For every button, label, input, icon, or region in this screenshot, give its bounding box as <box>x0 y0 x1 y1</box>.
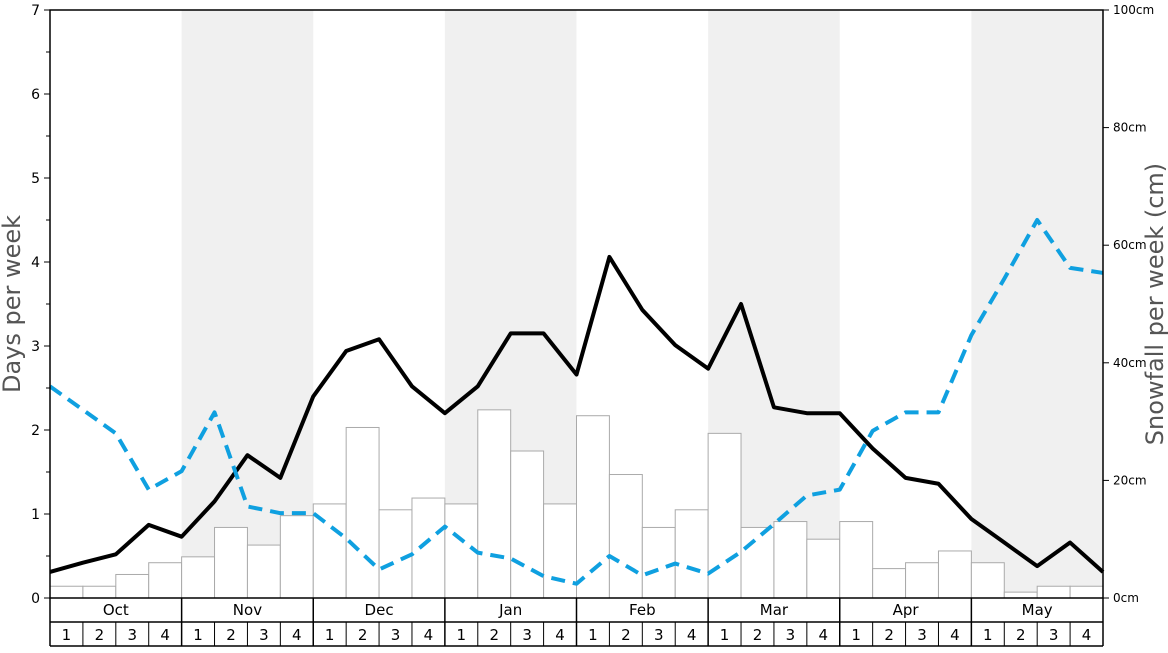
snowfall-bar-2 <box>82 585 117 599</box>
y-tick-label-left-2: 2 <box>31 423 40 439</box>
axes-group <box>44 9 1109 647</box>
dashed-line-series <box>48 218 1104 586</box>
snowfall-bar-29 <box>970 562 1005 599</box>
snowfall-bar-21 <box>707 432 742 599</box>
y-tick-label-right-80: 80cm <box>1113 121 1147 135</box>
y-tick-label-right-40: 40cm <box>1113 356 1147 370</box>
week-label-nov-3: 3 <box>259 626 269 644</box>
week-label-feb-1: 1 <box>588 626 598 644</box>
month-shade-may <box>971 10 1103 598</box>
month-label-apr: Apr <box>893 601 920 619</box>
y-tick-label-left-6: 6 <box>31 87 40 103</box>
week-label-oct-2: 2 <box>95 626 105 644</box>
y-tick-label-right-60: 60cm <box>1113 238 1147 252</box>
snowfall-bar-28 <box>937 550 972 599</box>
snowfall-bar-16 <box>543 503 577 599</box>
week-label-jan-3: 3 <box>522 626 532 644</box>
week-label-may-1: 1 <box>983 626 993 644</box>
snowfall-bar-13 <box>444 503 479 599</box>
week-label-mar-1: 1 <box>720 626 730 644</box>
y-tick-label-right-100: 100cm <box>1113 3 1154 17</box>
snowfall-bar-23 <box>773 521 808 599</box>
snowfall-bar-30 <box>1003 591 1038 599</box>
snowfall-bar-6 <box>214 526 248 599</box>
week-label-dec-4: 4 <box>424 626 434 644</box>
week-label-jan-4: 4 <box>555 626 565 644</box>
snowfall-bar-8 <box>279 515 314 599</box>
snowfall-bar-32 <box>1069 585 1104 599</box>
week-label-apr-2: 2 <box>884 626 894 644</box>
y-axis-title-right: Snowfall per week (cm) <box>1141 163 1168 445</box>
week-label-apr-3: 3 <box>917 626 927 644</box>
week-label-jan-1: 1 <box>457 626 467 644</box>
month-label-may: May <box>1022 601 1053 619</box>
week-label-dec-2: 2 <box>358 626 368 644</box>
month-label-oct: Oct <box>103 601 129 619</box>
week-label-nov-4: 4 <box>292 626 302 644</box>
y-tick-label-left-1: 1 <box>31 507 40 523</box>
week-label-dec-3: 3 <box>391 626 401 644</box>
solid-line-series <box>49 254 1105 574</box>
week-label-mar-2: 2 <box>753 626 763 644</box>
month-label-jan: Jan <box>498 601 522 619</box>
snowfall-bar-3 <box>115 573 150 599</box>
snowfall-bar-25 <box>839 521 874 599</box>
week-label-oct-3: 3 <box>127 626 137 644</box>
week-label-apr-1: 1 <box>851 626 861 644</box>
month-label-feb: Feb <box>629 601 656 619</box>
snowfall-bar-19 <box>641 526 676 599</box>
week-label-feb-4: 4 <box>687 626 697 644</box>
labels-group: 0 1 2 3 4 5 6 7 0cm 20cm 40cm 60cm 80cm 100cm Oct 1 2 3 4 N… <box>31 3 1154 644</box>
week-label-dec-1: 1 <box>325 626 335 644</box>
snowfall-bar-26 <box>872 568 907 599</box>
y-axis-title-left: Days per week <box>0 215 26 393</box>
snowfall-bar-31 <box>1036 585 1071 599</box>
snowfall-bar-12 <box>411 497 446 599</box>
lines-group <box>48 218 1105 586</box>
month-shade-nov <box>181 10 314 598</box>
snowfall-bar-4 <box>148 562 183 599</box>
snowfall-bar-1 <box>49 585 84 599</box>
snowfall-bar-5 <box>181 556 216 599</box>
snowfall-bar-24 <box>806 538 841 599</box>
week-label-oct-4: 4 <box>160 626 170 644</box>
week-label-nov-1: 1 <box>193 626 203 644</box>
week-label-may-3: 3 <box>1049 626 1059 644</box>
snowfall-bar-11 <box>378 509 413 599</box>
snowfall-bar-20 <box>674 509 709 599</box>
snowfall-bar-18 <box>608 474 643 599</box>
week-label-mar-3: 3 <box>786 626 796 644</box>
week-label-feb-2: 2 <box>621 626 631 644</box>
y-tick-label-right-0: 0cm <box>1113 591 1139 605</box>
snowfall-bars-group <box>49 409 1104 599</box>
week-label-mar-4: 4 <box>819 626 829 644</box>
snowfall-bar-7 <box>246 544 281 599</box>
week-label-nov-2: 2 <box>226 626 236 644</box>
y-tick-label-left-0: 0 <box>31 591 40 607</box>
month-label-dec: Dec <box>365 601 394 619</box>
month-label-nov: Nov <box>233 601 262 619</box>
week-label-may-2: 2 <box>1016 626 1026 644</box>
y-tick-label-left-3: 3 <box>31 339 40 355</box>
week-label-may-4: 4 <box>1082 626 1092 644</box>
week-label-feb-3: 3 <box>654 626 664 644</box>
snowfall-bar-14 <box>477 409 512 599</box>
snowfall-bar-27 <box>905 562 939 599</box>
month-label-mar: Mar <box>760 601 789 619</box>
month-shading-group <box>181 10 1103 598</box>
week-label-oct-1: 1 <box>62 626 72 644</box>
y-tick-label-left-4: 4 <box>31 255 40 271</box>
y-tick-label-right-20: 20cm <box>1113 473 1147 487</box>
week-label-jan-2: 2 <box>489 626 499 644</box>
y-tick-label-left-7: 7 <box>31 3 40 19</box>
y-tick-label-left-5: 5 <box>31 171 40 187</box>
week-label-apr-4: 4 <box>950 626 960 644</box>
snowfall-bar-22 <box>740 526 775 599</box>
snowfall-bar-10 <box>345 426 380 599</box>
snowfall-bar-15 <box>510 450 545 599</box>
